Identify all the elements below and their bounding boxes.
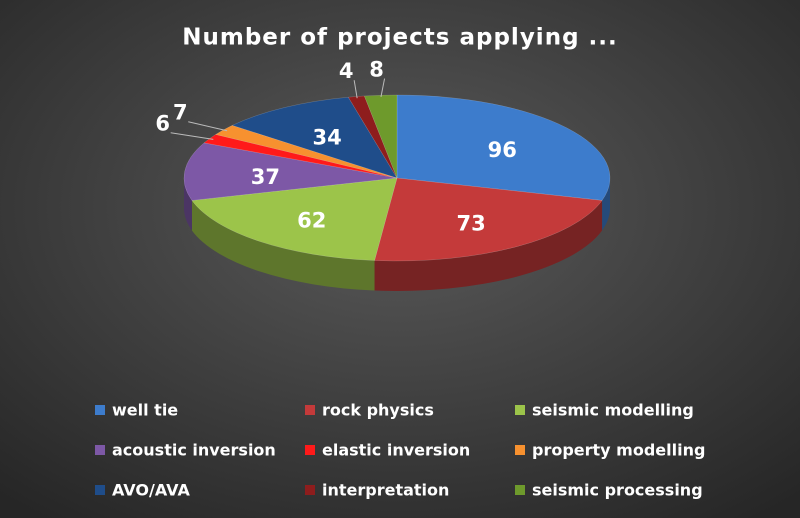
- legend-marker: [515, 485, 525, 495]
- slice: [191, 177, 398, 261]
- legend-label: acoustic inversion: [112, 441, 276, 460]
- leader-line: [380, 78, 386, 97]
- slice-side: [184, 178, 192, 231]
- legend-label: interpretation: [322, 481, 449, 500]
- data-label: 73: [456, 212, 485, 236]
- data-label: 37: [251, 165, 280, 189]
- slice-side: [602, 178, 610, 231]
- data-label: 4: [339, 59, 354, 83]
- data-label: 96: [488, 138, 517, 162]
- leader-line: [353, 80, 358, 99]
- data-label: 6: [155, 112, 170, 136]
- legend-marker: [305, 485, 315, 495]
- legend-label: property modelling: [532, 441, 705, 460]
- slice: [347, 95, 398, 179]
- legend-label: well tie: [112, 401, 178, 420]
- legend-marker: [515, 445, 525, 455]
- leader-line: [188, 121, 228, 132]
- data-label: 8: [369, 58, 384, 82]
- legend-marker: [305, 405, 315, 415]
- chart-title: Number of projects applying ...: [182, 25, 618, 51]
- slice: [364, 94, 398, 179]
- legend-label: AVO/AVA: [112, 481, 190, 500]
- data-label: 7: [173, 101, 188, 125]
- legend-marker: [515, 405, 525, 415]
- slice: [374, 177, 603, 262]
- slice-side: [191, 200, 375, 291]
- legend-marker: [305, 445, 315, 455]
- legend-label: elastic inversion: [322, 441, 470, 460]
- legend-marker: [95, 485, 105, 495]
- slice: [183, 142, 398, 201]
- slice: [396, 94, 611, 201]
- legend-marker: [95, 445, 105, 455]
- slice: [231, 96, 398, 179]
- data-label: 62: [297, 208, 326, 232]
- legend-label: rock physics: [322, 401, 434, 420]
- legend-label: seismic modelling: [532, 401, 694, 420]
- leader-line: [170, 132, 214, 140]
- slice-side: [374, 200, 603, 291]
- data-label: 34: [313, 125, 342, 149]
- legend-label: seismic processing: [532, 481, 703, 500]
- legend-marker: [95, 405, 105, 415]
